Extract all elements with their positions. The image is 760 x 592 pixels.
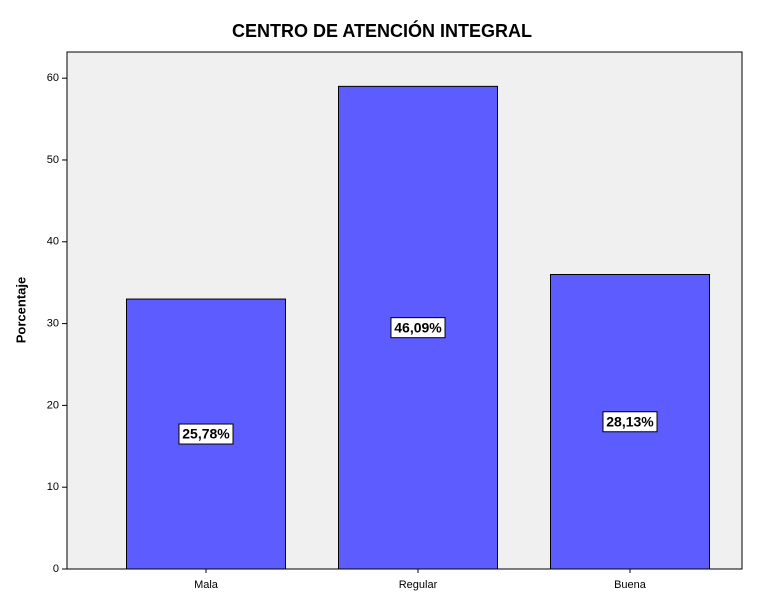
y-tick-label: 10 xyxy=(47,481,59,493)
annotation-box xyxy=(602,411,658,433)
annotation: 28,13% xyxy=(606,413,654,429)
x-tick-label: Mala xyxy=(194,579,219,591)
y-tick-label: 20 xyxy=(47,399,59,411)
bar xyxy=(338,85,498,570)
annotation: 25,78% xyxy=(182,426,230,442)
x-tick-label: Regular xyxy=(399,579,438,591)
y-axis-label: Porcentaje xyxy=(13,277,28,343)
annotation-box xyxy=(390,317,446,339)
annotation: 46,09% xyxy=(394,319,442,335)
y-tick-label: 40 xyxy=(47,236,59,248)
chart-title: CENTRO DE ATENCIÓN INTEGRAL xyxy=(232,20,532,41)
y-tick-label: 30 xyxy=(47,317,59,329)
y-tick-label: 0 xyxy=(53,563,59,575)
x-tick-label: Buena xyxy=(614,579,647,591)
y-tick-label: 50 xyxy=(47,154,59,166)
y-tick-label: 60 xyxy=(47,72,59,84)
annotation-box xyxy=(178,423,234,445)
